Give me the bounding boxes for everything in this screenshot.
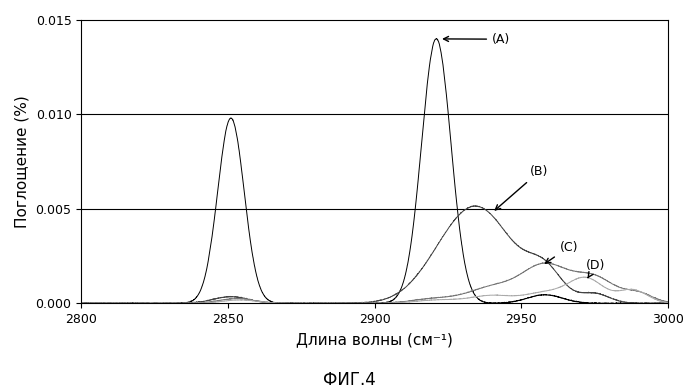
Text: ФИГ.4: ФИГ.4 bbox=[323, 371, 376, 389]
Text: (C): (C) bbox=[545, 240, 578, 263]
Text: (B): (B) bbox=[496, 165, 549, 210]
Text: (A): (A) bbox=[444, 33, 510, 46]
Text: (D): (D) bbox=[586, 259, 605, 278]
X-axis label: Длина волны (см⁻¹): Длина волны (см⁻¹) bbox=[296, 332, 453, 347]
Y-axis label: Поглощение (%): Поглощение (%) bbox=[15, 95, 30, 228]
